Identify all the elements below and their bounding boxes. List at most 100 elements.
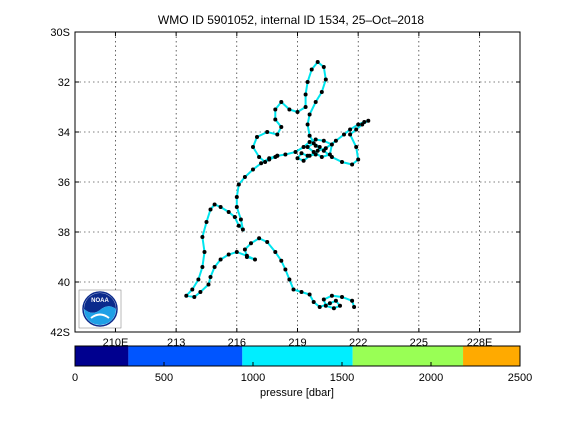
profile-point (259, 161, 264, 166)
profile-point (200, 265, 205, 269)
profile-point (356, 157, 361, 162)
profile-point (321, 297, 326, 302)
profile-point (279, 258, 284, 263)
profile-point (305, 145, 310, 149)
profile-point (190, 287, 195, 292)
profile-point (321, 148, 326, 153)
colorbar-label: pressure [dbar] (260, 387, 334, 399)
profile-point (257, 236, 262, 241)
profile-point (253, 257, 257, 262)
y-tick-label: 38 (58, 227, 70, 239)
profile-point (352, 305, 357, 309)
profile-point (305, 80, 310, 84)
profile-point (291, 287, 296, 292)
profile-point (309, 67, 314, 72)
profile-point (317, 305, 322, 309)
profile-point (323, 77, 328, 82)
profile-point (226, 252, 231, 257)
profile-point (299, 290, 304, 294)
profile-point (305, 122, 310, 127)
y-tick-label: 30S (50, 27, 70, 39)
profile-point (236, 182, 241, 187)
profile-point (196, 277, 201, 282)
profile-point (242, 247, 247, 252)
profile-point (263, 160, 268, 164)
profile-point (204, 220, 209, 224)
colorbar-tick-label: 2000 (419, 372, 443, 384)
profile-point (200, 235, 205, 239)
profile-point (283, 152, 288, 157)
profile-point (287, 277, 292, 282)
profile-point (340, 295, 344, 299)
profile-point (234, 205, 239, 209)
y-axis: 30S 32 34 36 38 40 42S (50, 27, 520, 339)
colorbar-ticks: 0 500 1000 1500 2000 2500 (72, 362, 532, 384)
profile-point (315, 60, 320, 64)
profile-point (323, 303, 328, 308)
profile-point (212, 202, 217, 207)
profile-point (251, 167, 255, 172)
colorbar-band (128, 346, 243, 366)
profile-point (273, 250, 278, 254)
profile-point (279, 100, 284, 104)
profile-point (234, 250, 239, 254)
profile-point (307, 292, 312, 297)
profile-point (275, 153, 280, 158)
profile-point (307, 140, 312, 144)
profile-point (329, 142, 334, 147)
profile-point (313, 143, 318, 148)
profile-point (295, 110, 300, 114)
y-tick-label: 36 (58, 177, 70, 189)
colorbar-tick-label: 2500 (508, 372, 532, 384)
float-track (184, 60, 371, 311)
profile-point (283, 267, 288, 272)
profile-point (234, 195, 239, 199)
profile-point (333, 298, 338, 303)
profile-point (303, 105, 308, 109)
colorbar-frame (74, 345, 521, 367)
profile-point (273, 107, 278, 112)
profile-point (232, 215, 237, 219)
profile-point (301, 145, 306, 149)
profile-point (342, 132, 346, 137)
profile-point (315, 148, 320, 153)
profile-point (249, 241, 253, 246)
profile-point (338, 303, 342, 308)
profile-point (240, 227, 245, 232)
profile-point (333, 138, 338, 143)
profile-point (356, 122, 361, 127)
profile-point (319, 155, 324, 159)
profile-point (218, 257, 223, 262)
profile-point (348, 132, 353, 137)
colorbar-tick-label: 1500 (330, 372, 354, 384)
profile-point (293, 150, 298, 154)
profile-point (295, 156, 300, 161)
colorbar-band (242, 346, 353, 366)
profile-point (198, 290, 203, 294)
profile-point (366, 118, 371, 123)
profile-point (311, 300, 316, 304)
y-tick-label: 34 (58, 127, 70, 139)
profile-point (212, 265, 217, 269)
y-tick-label: 32 (58, 77, 70, 89)
profile-point (267, 157, 272, 162)
profile-point (275, 132, 280, 137)
profile-point (218, 205, 223, 209)
profile-point (354, 145, 359, 149)
colorbar-band (352, 346, 464, 366)
profile-point (202, 250, 207, 254)
profile-point (327, 301, 332, 306)
colorbar (75, 346, 520, 366)
profile-point (340, 160, 344, 164)
profile-point (192, 295, 197, 299)
profile-point (206, 282, 211, 287)
profile-point (313, 100, 318, 104)
colorbar-tick-label: 1000 (241, 372, 265, 384)
colorbar-tick-label: 500 (155, 372, 173, 384)
profile-point (184, 293, 189, 298)
profile-point (307, 153, 312, 158)
y-tick-label: 42S (50, 327, 70, 339)
profile-point (299, 151, 304, 156)
profile-point (317, 145, 322, 149)
